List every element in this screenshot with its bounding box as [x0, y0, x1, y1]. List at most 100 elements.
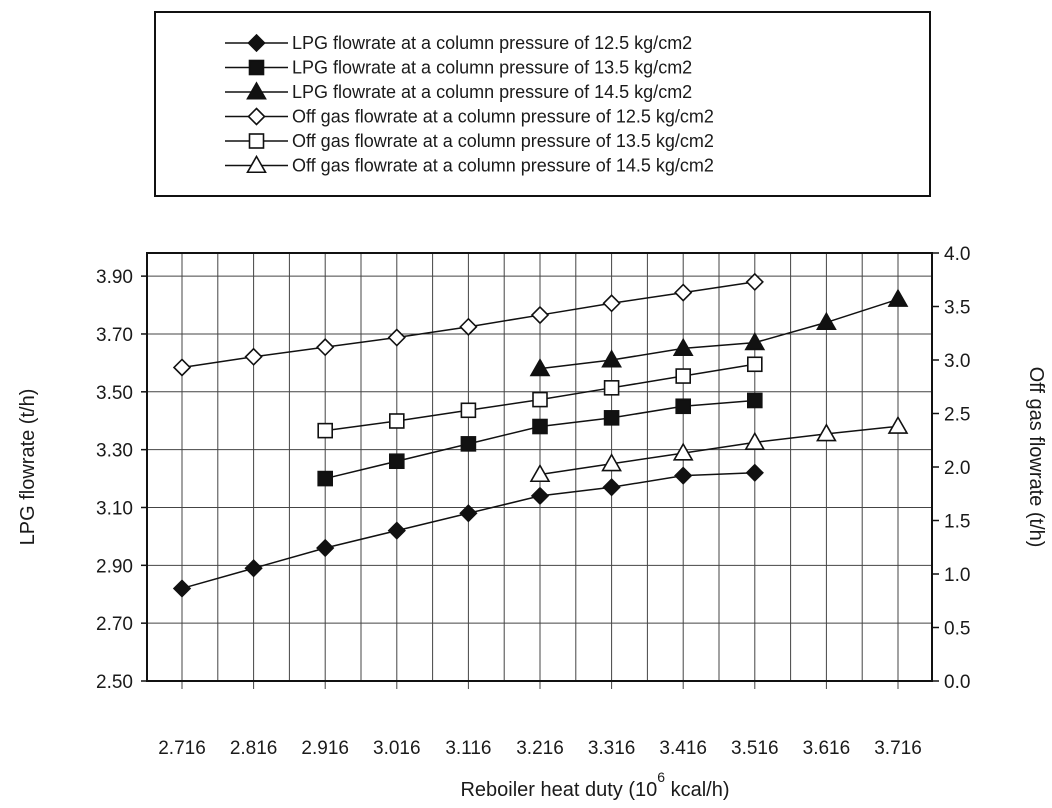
data-point [603, 410, 620, 426]
series-group [172, 272, 909, 598]
data-point [816, 311, 837, 330]
y-left-tick-label: 2.90 [96, 556, 133, 577]
data-point [317, 422, 334, 439]
series-line [539, 425, 899, 476]
data-point [459, 504, 478, 523]
data-point [674, 283, 693, 302]
legend-marker [247, 33, 266, 53]
y-right-axis-label: Off gas flowrate (t/h) [1025, 367, 1047, 548]
y-right-tick-label: 3.5 [944, 298, 970, 319]
series-line [539, 298, 899, 370]
data-point [674, 466, 693, 485]
data-point [172, 579, 192, 598]
series-2 [317, 392, 763, 487]
axis-labels: Reboiler heat duty (106 kcal/h) LPG flow… [17, 367, 1047, 801]
x-tick-label: 2.916 [301, 738, 349, 759]
y-right-tick-label: 2.5 [944, 405, 970, 426]
data-point [601, 453, 622, 472]
data-point [675, 398, 692, 415]
data-point [532, 418, 548, 435]
data-point [316, 338, 335, 357]
y-left-tick-label: 3.70 [96, 325, 133, 346]
data-point [244, 347, 263, 366]
axes: 2.716 2.816 2.916 3.016 3.116 3.216 3.316 3.416… [96, 244, 970, 759]
data-point [532, 391, 548, 408]
data-point [388, 413, 405, 429]
y-left-tick-label: 3.50 [96, 383, 133, 404]
legend: LPG flowrate at a column pressure of 12.… [154, 11, 931, 197]
data-point [387, 328, 406, 347]
data-point [887, 415, 909, 434]
legend-label: LPG flowrate at a column pressure of 14.… [292, 82, 692, 102]
data-point [460, 402, 477, 419]
legend-label: Off gas flowrate at a column pressure of… [292, 131, 714, 151]
y-left-tick-label: 3.10 [96, 498, 133, 519]
data-point [529, 358, 551, 377]
y-left-axis-label: LPG flowrate (t/h) [17, 389, 39, 546]
y-right-tick-label: 1.5 [944, 512, 970, 533]
y-left-tick-label: 2.70 [96, 614, 133, 635]
x-axis-label-end: kcal/h) [665, 779, 729, 801]
data-point [602, 478, 621, 497]
y-right-tick-label: 0.0 [944, 672, 970, 693]
data-point [244, 559, 263, 578]
data-point [529, 463, 551, 483]
y-right-tick-label: 2.0 [944, 458, 970, 479]
data-point [316, 538, 335, 558]
data-point [672, 442, 694, 461]
x-axis-label: Reboiler heat duty (106 kcal/h) [460, 769, 729, 801]
data-point [744, 332, 766, 351]
series-6 [529, 415, 909, 483]
y-right-tick-label: 0.5 [944, 619, 970, 640]
data-point [745, 463, 764, 482]
y-right-tick-label: 4.0 [944, 244, 970, 265]
y-left-tick-label: 2.50 [96, 672, 133, 693]
x-tick-label: 2.816 [230, 738, 278, 759]
series-4 [172, 272, 764, 377]
x-tick-label: 3.116 [445, 738, 491, 759]
series-3 [529, 288, 909, 377]
data-point [317, 470, 334, 487]
legend-label: LPG flowrate at a column pressure of 12.… [292, 33, 692, 53]
legend-marker [248, 59, 265, 76]
data-point [816, 423, 837, 442]
x-tick-label: 3.216 [516, 738, 564, 759]
data-point [460, 436, 477, 452]
data-point [530, 305, 550, 325]
legend-marker [247, 107, 266, 126]
series-1 [172, 463, 764, 598]
y-left-tick-label: 3.90 [96, 267, 133, 288]
y-left-tick-label: 3.30 [96, 441, 133, 462]
data-point [530, 486, 550, 506]
data-point [601, 349, 622, 368]
x-axis-label-main: Reboiler heat duty (10 [460, 779, 657, 801]
data-point [388, 453, 405, 470]
data-point [602, 294, 621, 313]
data-point [603, 380, 620, 396]
x-tick-label: 3.316 [588, 738, 636, 759]
legend-label: LPG flowrate at a column pressure of 13.… [292, 58, 692, 78]
data-point [744, 431, 766, 450]
x-tick-label: 3.616 [803, 738, 851, 759]
data-point [459, 317, 478, 336]
data-point [746, 392, 763, 409]
x-tick-label: 3.516 [731, 738, 779, 759]
x-tick-label: 2.716 [158, 738, 206, 759]
legend-label: Off gas flowrate at a column pressure of… [292, 107, 714, 127]
x-axis-label-superscript: 6 [657, 769, 665, 785]
legend-label: Off gas flowrate at a column pressure of… [292, 156, 714, 176]
data-point [387, 521, 406, 540]
y-right-tick-label: 1.0 [944, 565, 970, 586]
legend-marker [246, 154, 267, 174]
data-point [887, 288, 909, 307]
data-point [745, 272, 764, 292]
x-tick-label: 3.016 [373, 738, 421, 759]
legend-marker [246, 81, 267, 100]
y-right-tick-label: 3.0 [944, 351, 970, 372]
series-5 [317, 356, 763, 439]
data-point [672, 337, 694, 356]
data-point [172, 358, 192, 377]
legend-marker [248, 133, 265, 149]
data-point [746, 356, 763, 373]
